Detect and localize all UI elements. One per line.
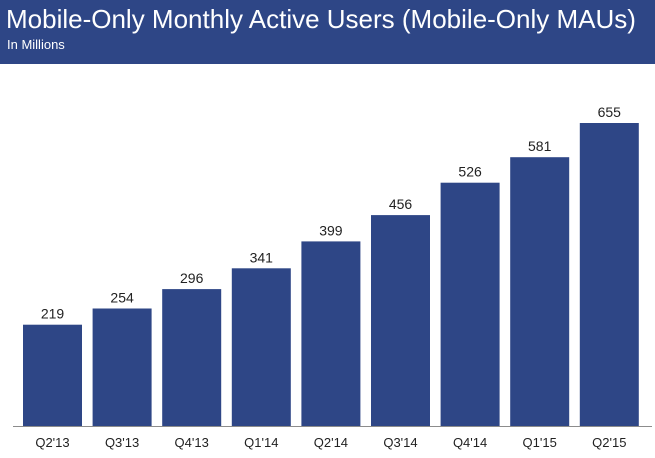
x-tick-label: Q2'13	[35, 435, 69, 450]
x-tick-label: Q3'14	[383, 435, 417, 450]
x-tick-label: Q1'14	[244, 435, 278, 450]
chart-subtitle: In Millions	[7, 37, 65, 52]
bar-value-label: 296	[180, 270, 204, 286]
bar-Q4'13	[162, 289, 222, 426]
bar-value-label: 655	[598, 104, 622, 120]
bar-Q2'13	[23, 324, 82, 426]
value-labels-group: 219 254 296 341 399 456 526 581 655	[41, 104, 621, 322]
bar-value-label: 399	[319, 222, 343, 238]
bar-value-label: 456	[389, 196, 413, 212]
bar-Q2'14	[301, 241, 361, 426]
bar-value-label: 341	[250, 249, 274, 265]
x-tick-labels-group: Q2'13 Q3'13 Q4'13 Q1'14 Q2'14 Q3'14 Q4'14 Q1'15…	[35, 435, 626, 450]
x-tick-label: Q2'14	[314, 435, 348, 450]
chart-header: Mobile-Only Monthly Active Users (Mobile…	[0, 0, 655, 64]
bar-Q1'15	[510, 157, 570, 426]
bar-Q3'14	[371, 215, 430, 426]
bar-value-label: 219	[41, 306, 65, 322]
bar-Q2'15	[579, 123, 639, 426]
bar-Q3'13	[92, 308, 152, 426]
chart-title: Mobile-Only Monthly Active Users (Mobile…	[6, 4, 636, 34]
x-tick-label: Q2'15	[592, 435, 626, 450]
bar-value-label: 526	[458, 164, 482, 180]
x-tick-label: Q3'13	[105, 435, 139, 450]
bar-value-label: 254	[110, 290, 134, 306]
x-tick-label: Q4'14	[453, 435, 487, 450]
x-tick-label: Q4'13	[175, 435, 209, 450]
bars-group	[23, 123, 639, 426]
bar-Q4'14	[440, 182, 500, 426]
x-tick-label: Q1'15	[523, 435, 557, 450]
bar-Q1'14	[231, 268, 291, 426]
bar-value-label: 581	[528, 138, 552, 154]
